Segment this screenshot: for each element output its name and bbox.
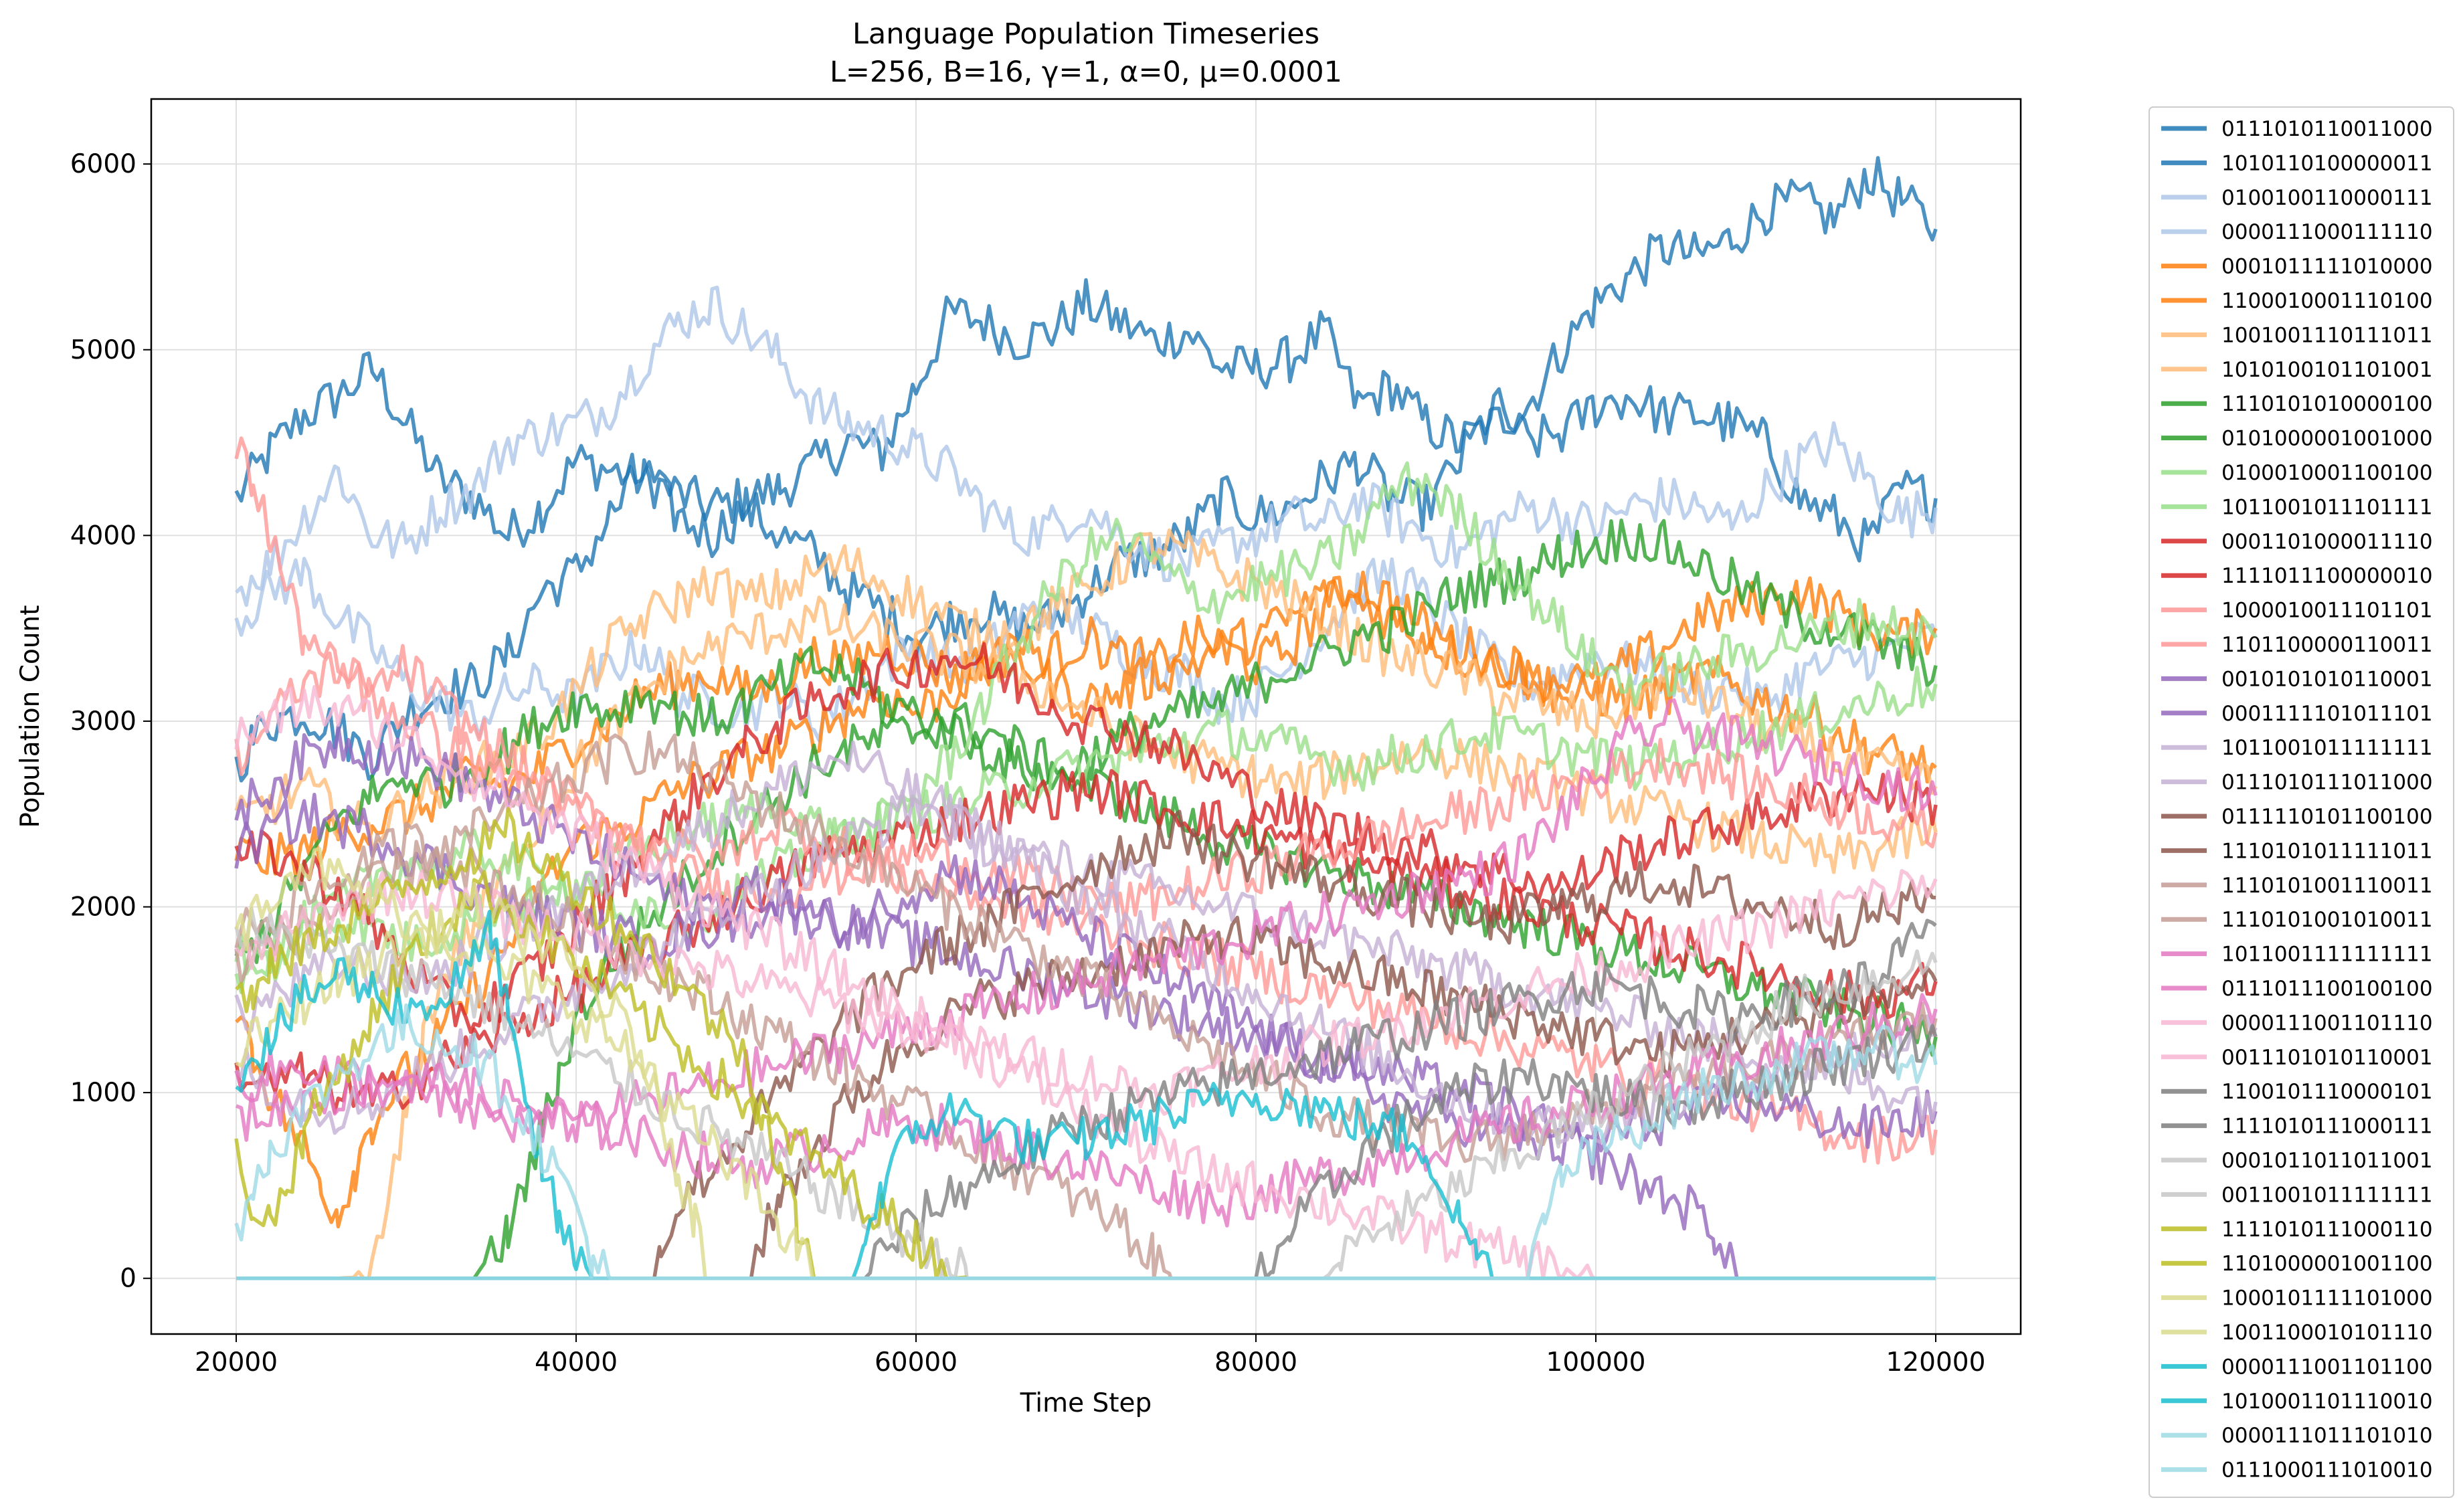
y-tick-label: 2000 <box>70 892 136 923</box>
legend-label: 1110101010000100 <box>2221 392 2433 416</box>
legend-label: 1110101001110011 <box>2221 874 2433 898</box>
y-tick-label: 4000 <box>70 521 136 551</box>
y-tick-label: 6000 <box>70 149 136 179</box>
legend-label: 1011001011111111 <box>2221 736 2433 760</box>
y-tick-label: 5000 <box>70 335 136 365</box>
legend-label: 0000111001101110 <box>2221 1011 2433 1035</box>
series-line-1010110100000011 <box>234 385 1938 783</box>
legend-label: 1001001110111011 <box>2221 323 2433 347</box>
series-line-1110101010000100 <box>234 518 1938 965</box>
legend-label: 0111010110011000 <box>2221 117 2433 141</box>
x-tick-label: 80000 <box>1214 1347 1297 1378</box>
legend-label: 1010100101101001 <box>2221 358 2433 382</box>
legend-label: 1011001111111111 <box>2221 943 2433 967</box>
legend-box <box>2149 106 2454 1498</box>
legend-label: 1011001011101111 <box>2221 495 2433 519</box>
series-line-0100010001100100 <box>234 461 1938 982</box>
legend-label: 1010110100000011 <box>2221 151 2433 175</box>
y-tick-label: 3000 <box>70 706 136 737</box>
legend-label: 0000111001101100 <box>2221 1355 2433 1379</box>
legend-label: 0111010111011000 <box>2221 771 2433 795</box>
series-line-1011001111111111 <box>234 698 1938 1143</box>
x-tick-label: 40000 <box>535 1347 618 1378</box>
legend-label: 1111010111000110 <box>2221 1218 2433 1242</box>
legend-label: 1100101110000101 <box>2221 1080 2433 1104</box>
legend-label: 0001101000011110 <box>2221 530 2433 554</box>
chart-title: Language Population Timeseries <box>852 17 1319 51</box>
legend-label: 1000010011101101 <box>2221 599 2433 623</box>
legend-label: 0100100110000111 <box>2221 186 2433 210</box>
series-line-0100100110000111 <box>235 285 1938 607</box>
legend-label: 0001011011011001 <box>2221 1149 2433 1173</box>
legend-label: 0011001011111111 <box>2221 1183 2433 1207</box>
y-tick-label: 0 <box>120 1264 136 1294</box>
legend-label: 1001100010101110 <box>2221 1321 2433 1345</box>
legend-label: 0001111101011101 <box>2221 702 2433 726</box>
legend-label: 0000111011101010 <box>2221 1424 2433 1448</box>
series-line-1100010001110100 <box>235 575 1937 1229</box>
x-tick-label: 120000 <box>1886 1347 1986 1378</box>
legend: 0111010110011000 1010110100000011 01001001… <box>2149 106 2454 1498</box>
series-line-0001111101011101 <box>234 792 1936 1281</box>
series-line-0011101010110001 <box>234 868 1938 1116</box>
y-axis-label: Population Count <box>15 605 45 828</box>
legend-label: 0100010001100100 <box>2221 461 2433 485</box>
plot-frame <box>150 98 2022 1335</box>
legend-label: 0000111000111110 <box>2221 220 2433 244</box>
x-tick-label: 100000 <box>1546 1347 1646 1378</box>
legend-label: 0111011100100100 <box>2221 977 2433 1001</box>
legend-label: 0010101010110001 <box>2221 667 2433 691</box>
legend-label: 1110101001010011 <box>2221 908 2433 932</box>
x-axis: 20000 40000 60000 80000 100000 120000 <box>195 1334 1985 1378</box>
legend-label: 1010001101110010 <box>2221 1390 2433 1414</box>
x-axis-label: Time Step <box>1020 1388 1152 1418</box>
legend-label: 0111000111010010 <box>2221 1458 2433 1483</box>
legend-label: 0111110101100100 <box>2221 805 2433 829</box>
y-tick-label: 1000 <box>70 1078 136 1108</box>
x-tick-label: 60000 <box>875 1347 957 1378</box>
legend-label: 1111011100000010 <box>2221 564 2433 588</box>
y-axis: 0 1000 2000 3000 4000 5000 6000 <box>70 149 151 1294</box>
legend-label: 1100010001110100 <box>2221 289 2433 313</box>
legend-label: 1111010111000111 <box>2221 1115 2433 1139</box>
x-tick-label: 20000 <box>195 1347 278 1378</box>
series-line-0111010110011000 <box>234 156 1938 548</box>
legend-label: 1101100000110011 <box>2221 633 2433 657</box>
chart-subtitle: L=256, B=16, γ=1, α=0, μ=0.0001 <box>830 56 1342 89</box>
legend-label: 1000101111101000 <box>2221 1287 2433 1311</box>
legend-label: 0001011111010000 <box>2221 255 2433 279</box>
legend-label: 0011101010110001 <box>2221 1046 2433 1070</box>
series-line-0111010111011000 <box>234 789 1938 1145</box>
legend-label: 1110101011111011 <box>2221 839 2433 863</box>
legend-label: 0101000001001000 <box>2221 427 2433 451</box>
series-line-0001101000011110 <box>234 642 1938 1034</box>
plot-lines <box>234 156 1938 1281</box>
legend-label: 1101000001001100 <box>2221 1252 2433 1276</box>
